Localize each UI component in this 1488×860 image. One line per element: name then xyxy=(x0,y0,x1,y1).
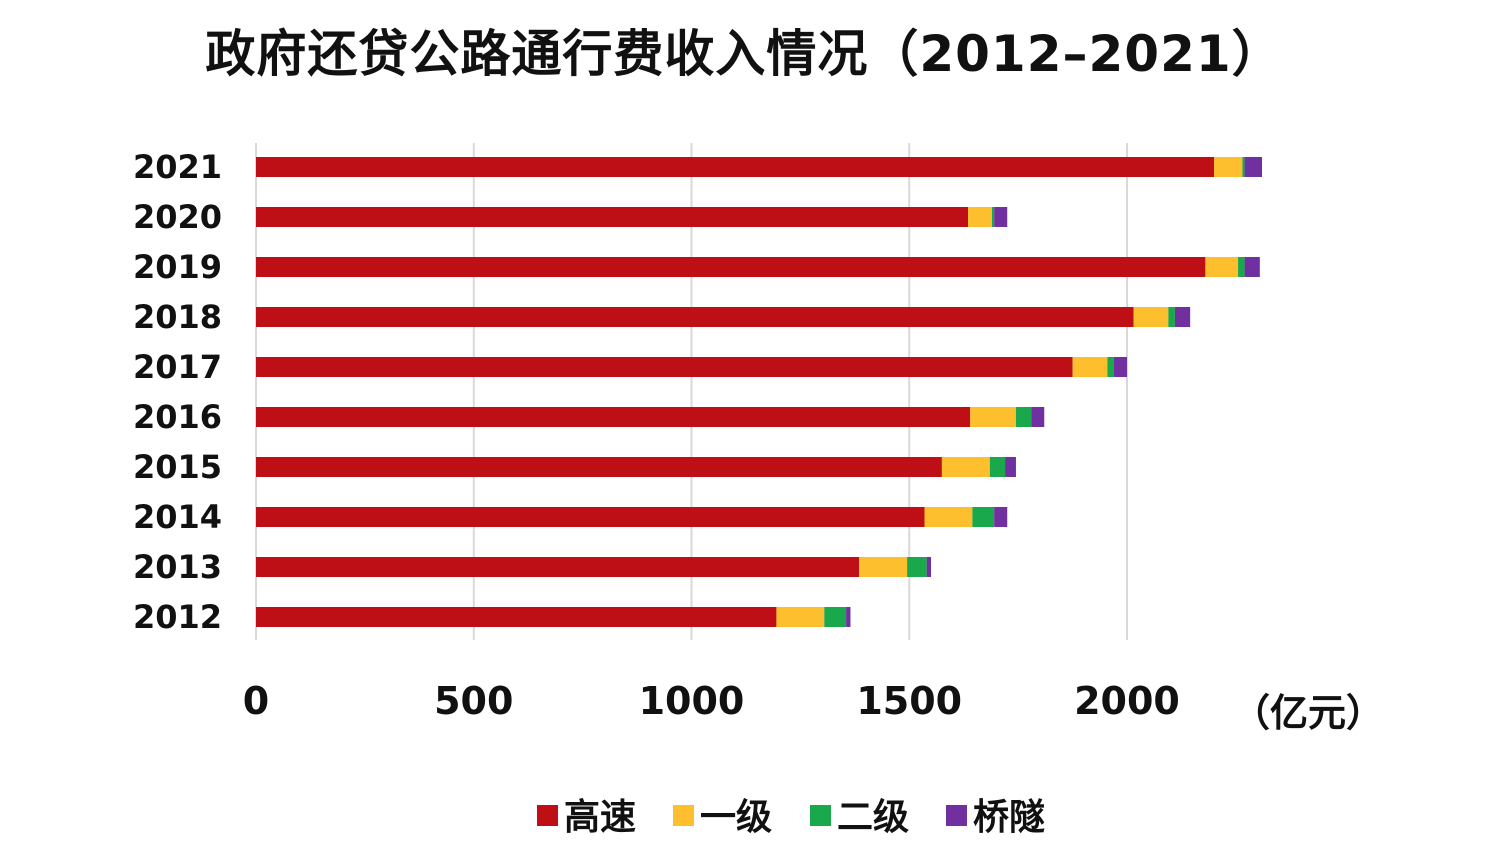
x-tick-label: 1500 xyxy=(856,679,962,723)
x-tick-label: 2000 xyxy=(1074,679,1180,723)
bar-2020-series-0 xyxy=(256,207,969,227)
category-label: 2015 xyxy=(133,448,222,486)
category-label: 2021 xyxy=(133,148,222,186)
bar-2012-series-2 xyxy=(824,607,847,627)
bar-2017-series-0 xyxy=(256,357,1073,377)
bar-2015-series-1 xyxy=(941,457,990,477)
bar-2021-series-2 xyxy=(1242,157,1245,177)
bars xyxy=(256,157,1263,627)
bar-2013-series-0 xyxy=(256,557,860,577)
legend-swatch xyxy=(810,805,831,826)
bar-2014-series-2 xyxy=(972,507,995,527)
bar-2015-series-0 xyxy=(256,457,942,477)
legend-label: 一级 xyxy=(700,797,772,838)
category-label: 2018 xyxy=(133,298,222,336)
bar-2013-series-2 xyxy=(907,557,927,577)
legend-label: 桥隧 xyxy=(973,797,1045,838)
bar-2013-series-3 xyxy=(926,557,932,577)
bar-2018-series-0 xyxy=(256,307,1134,327)
bar-2020-series-3 xyxy=(994,207,1008,227)
bar-2019-series-0 xyxy=(256,257,1206,277)
category-label: 2012 xyxy=(133,598,222,636)
legend-swatch xyxy=(946,805,967,826)
category-label: 2017 xyxy=(133,348,222,386)
bar-2016-series-2 xyxy=(1015,407,1032,427)
bar-2018-series-2 xyxy=(1168,307,1175,327)
x-tick-label: 1000 xyxy=(639,679,745,723)
bar-2015-series-3 xyxy=(1005,457,1016,477)
legend: 高速 一级 二级 桥隧 xyxy=(537,797,1045,838)
bar-2021-series-3 xyxy=(1244,157,1263,177)
bar-2018-series-1 xyxy=(1133,307,1169,327)
bar-2014-series-0 xyxy=(256,507,925,527)
bar-2016-series-0 xyxy=(256,407,971,427)
category-label: 2020 xyxy=(133,198,222,236)
bar-2017-series-2 xyxy=(1107,357,1114,377)
category-label: 2016 xyxy=(133,398,222,436)
category-label: 2013 xyxy=(133,548,222,586)
bar-2017-series-3 xyxy=(1113,357,1127,377)
bar-2019-series-3 xyxy=(1244,257,1260,277)
category-labels: 2021 2020 2019 2018 2017 2016 2015 2014 2013 2012 xyxy=(133,148,222,636)
bar-2015-series-2 xyxy=(989,457,1006,477)
bar-2019-series-2 xyxy=(1238,257,1245,277)
x-tick-label: 0 xyxy=(243,679,269,723)
bar-2021-series-0 xyxy=(256,157,1215,177)
x-unit-label: （亿元） xyxy=(1232,691,1384,735)
legend-label: 二级 xyxy=(837,797,909,838)
x-tick-label: 500 xyxy=(434,679,513,723)
bar-2020-series-1 xyxy=(968,207,992,227)
bar-2012-series-3 xyxy=(846,607,851,627)
bar-2016-series-1 xyxy=(970,407,1016,427)
bar-2020-series-2 xyxy=(991,207,995,227)
bar-2019-series-1 xyxy=(1205,257,1239,277)
bar-2014-series-3 xyxy=(994,507,1008,527)
bar-2014-series-1 xyxy=(924,507,973,527)
bar-2012-series-1 xyxy=(776,607,825,627)
bar-2017-series-1 xyxy=(1072,357,1108,377)
bar-2016-series-3 xyxy=(1031,407,1045,427)
legend-swatch xyxy=(537,805,558,826)
bar-2021-series-1 xyxy=(1214,157,1243,177)
chart-title: 政府还贷公路通行费收入情况（2012–2021） xyxy=(205,25,1283,83)
bar-2018-series-3 xyxy=(1174,307,1191,327)
bar-2013-series-1 xyxy=(859,557,908,577)
x-tick-labels: 0 500 1000 1500 2000 xyxy=(243,679,1180,723)
category-label: 2014 xyxy=(133,498,222,536)
legend-label: 高速 xyxy=(564,797,636,838)
bar-2012-series-0 xyxy=(256,607,777,627)
category-label: 2019 xyxy=(133,248,222,286)
legend-swatch xyxy=(673,805,694,826)
